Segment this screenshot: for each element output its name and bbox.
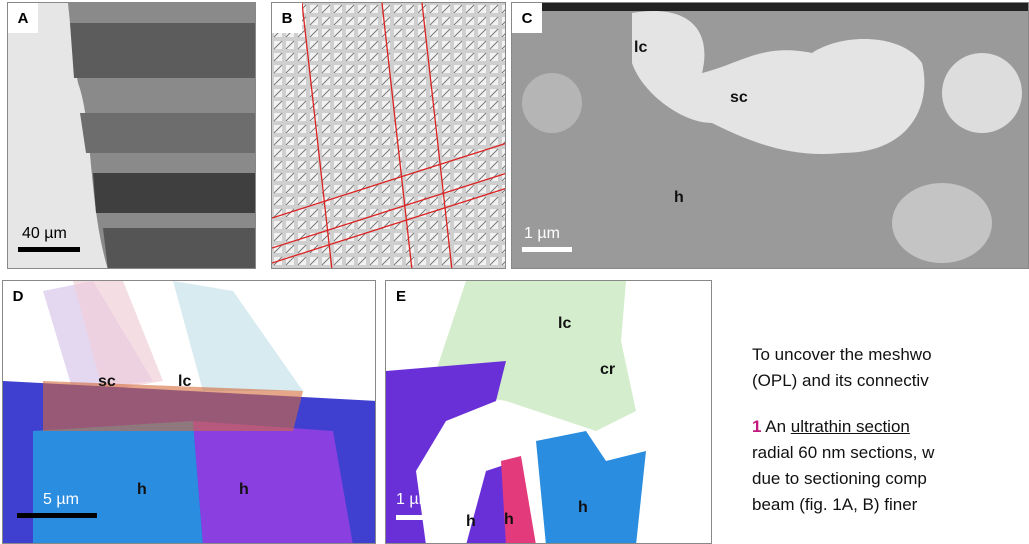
panel-c: C lc sc h 1 µm: [511, 2, 1029, 269]
text-line: To uncover the meshwo: [752, 342, 932, 368]
panel-d: D sc lc h h 5 µm: [2, 280, 376, 544]
panel-label: D: [3, 281, 33, 311]
scale-bar: [396, 515, 430, 520]
region-label: h: [578, 499, 588, 517]
panel-label: B: [272, 3, 302, 33]
region-label: lc: [178, 373, 191, 391]
paragraph: 1 An ultrathin section radial 60 nm sect…: [752, 414, 934, 518]
region-label: h: [674, 189, 684, 207]
scale-bar: [18, 247, 80, 252]
paragraph: To uncover the meshwo (OPL) and its conn…: [752, 342, 932, 394]
region-label: h: [504, 511, 514, 529]
panel-label: C: [512, 3, 542, 33]
scale-bar-label: 5 µm: [43, 491, 79, 509]
region-label: h: [466, 513, 476, 531]
panel-label: E: [386, 281, 416, 311]
text: An: [765, 417, 786, 436]
text-line: beam (fig. 1A, B) finer: [752, 492, 934, 518]
grid-image: [272, 3, 506, 269]
text-line: (OPL) and its connectiv: [752, 368, 932, 394]
micrograph: [512, 3, 1029, 269]
step-number: 1: [752, 417, 761, 436]
link[interactable]: ultrathin section: [791, 417, 910, 436]
text-line: radial 60 nm sections, w: [752, 440, 934, 466]
scale-bar: [522, 247, 572, 252]
page: A 40 µm B C lc sc h 1 µm D sc lc h h 5 µ…: [0, 0, 1029, 544]
reconstruction: [386, 281, 712, 544]
region-label: cr: [600, 361, 615, 379]
region-label: sc: [98, 373, 116, 391]
panel-a: A 40 µm: [7, 2, 256, 269]
region-label: lc: [558, 315, 571, 333]
region-label: lc: [634, 39, 647, 57]
region-label: sc: [730, 89, 748, 107]
panel-e: E lc cr h h h 1 µm: [385, 280, 712, 544]
region-label: h: [137, 481, 147, 499]
scale-bar-label: 40 µm: [22, 225, 67, 243]
text-line: 1 An ultrathin section: [752, 414, 934, 440]
text-line: due to sectioning comp: [752, 466, 934, 492]
scale-bar: [17, 513, 97, 518]
panel-b: B: [271, 2, 506, 269]
scale-bar-label: 1 µm: [396, 491, 432, 509]
panel-label: A: [8, 3, 38, 33]
region-label: h: [239, 481, 249, 499]
scale-bar-label: 1 µm: [524, 225, 560, 243]
